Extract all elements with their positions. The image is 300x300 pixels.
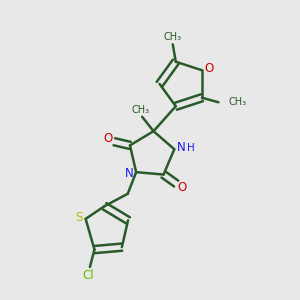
Text: O: O [204,62,213,75]
Text: CH₃: CH₃ [164,32,182,42]
Text: Cl: Cl [82,268,94,282]
Text: O: O [178,181,187,194]
Text: S: S [75,211,82,224]
Text: N: N [125,167,134,180]
Text: H: H [187,143,194,153]
Text: CH₃: CH₃ [132,105,150,115]
Text: O: O [103,132,112,145]
Text: N: N [176,141,185,154]
Text: CH₃: CH₃ [228,97,246,107]
